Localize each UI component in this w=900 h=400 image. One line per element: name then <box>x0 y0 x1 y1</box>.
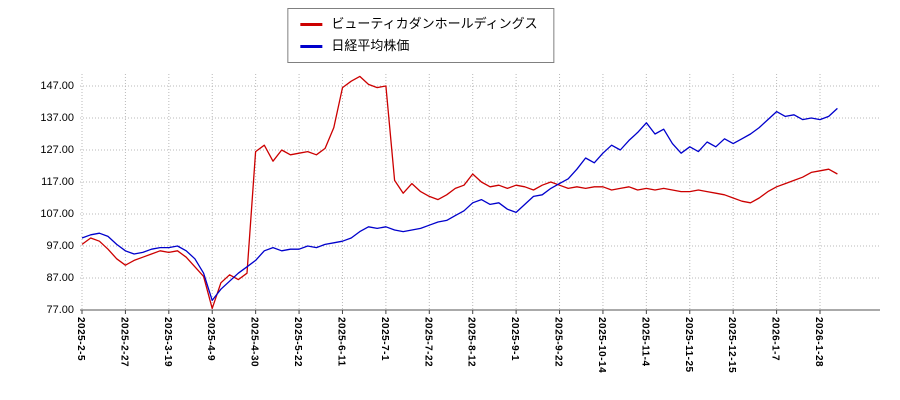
y-axis-label: 137.00 <box>40 112 74 124</box>
x-axis-label: 2025-2-5 <box>75 317 86 362</box>
x-axis-label: 2025-2-27 <box>118 317 130 368</box>
x-axis-label: 2026-1-28 <box>813 317 824 368</box>
x-axis-label: 2025-12-15 <box>726 317 738 374</box>
x-axis-label: 2025-4-9 <box>205 317 217 362</box>
x-axis-label: 2025-7-1 <box>378 317 390 362</box>
legend: ビューティカダンホールディングス 日経平均株価 <box>287 8 555 63</box>
legend-swatch-blue-line <box>300 44 323 48</box>
x-axis-label: 2025-7-22 <box>422 317 434 368</box>
legend-swatch-red-line <box>300 22 323 26</box>
x-axis-label: 2025-8-12 <box>465 317 477 368</box>
series-line-2 <box>81 107 838 302</box>
y-axis-label: 107.00 <box>40 208 74 220</box>
legend-item: 日経平均株価 <box>300 38 537 54</box>
y-axis-label: 87.00 <box>46 272 74 284</box>
x-axis-label: 2025-9-1 <box>509 317 521 362</box>
y-axis-label: 77.00 <box>46 304 74 316</box>
legend-label-series1: ビューティカダンホールディングス <box>331 16 538 31</box>
x-axis-label: 2025-3-19 <box>161 317 173 368</box>
x-axis-label: 2025-11-4 <box>639 317 651 367</box>
x-axis-label: 2025-5-22 <box>292 317 304 368</box>
legend-label-series2: 日経平均株価 <box>331 38 410 54</box>
legend-item: ビューティカダンホールディングス <box>300 16 538 32</box>
y-axis-label: 127.00 <box>40 144 74 156</box>
series-line-1 <box>81 75 838 310</box>
y-axis-label: 147.00 <box>40 80 74 92</box>
x-axis-label: 2025-10-14 <box>595 317 607 374</box>
x-axis-label: 2025-4-30 <box>248 317 260 368</box>
x-axis-label: 2025-11-25 <box>682 317 694 373</box>
y-axis-label: 97.00 <box>46 240 74 252</box>
x-axis-label: 2025-9-22 <box>552 317 564 368</box>
x-axis-label: 2026-1-7 <box>769 317 781 362</box>
y-axis-label: 117.00 <box>41 176 74 188</box>
x-axis-label: 2025-6-11 <box>335 317 347 367</box>
